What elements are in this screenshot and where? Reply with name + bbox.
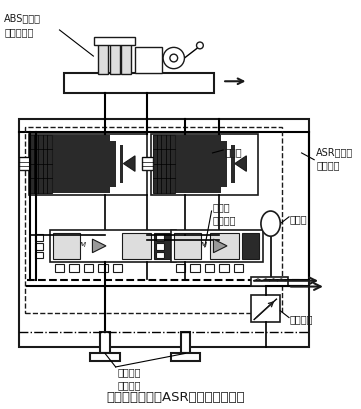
Bar bbox=[100, 332, 110, 353]
Bar bbox=[35, 243, 43, 250]
Bar bbox=[210, 234, 239, 260]
Bar bbox=[50, 231, 176, 263]
Polygon shape bbox=[123, 157, 135, 172]
Bar bbox=[84, 265, 93, 272]
Text: M: M bbox=[201, 241, 207, 247]
Bar bbox=[221, 136, 256, 193]
Bar bbox=[64, 73, 214, 94]
Bar bbox=[251, 277, 288, 286]
Bar bbox=[155, 234, 172, 260]
Circle shape bbox=[170, 55, 178, 63]
Bar bbox=[119, 146, 123, 184]
Bar bbox=[94, 38, 135, 46]
Bar bbox=[98, 45, 108, 74]
Bar bbox=[30, 136, 145, 193]
Bar bbox=[35, 235, 43, 241]
Bar bbox=[152, 134, 258, 195]
Text: ASR制动压
力调节器: ASR制动压 力调节器 bbox=[316, 147, 353, 170]
Text: 三位三
通电磁阀: 三位三 通电磁阀 bbox=[213, 202, 236, 225]
Polygon shape bbox=[213, 240, 227, 253]
Bar bbox=[135, 48, 162, 73]
Bar bbox=[121, 45, 131, 74]
Bar bbox=[113, 265, 122, 272]
Text: ABS制动力
压力调节器: ABS制动力 压力调节器 bbox=[4, 13, 41, 37]
Bar bbox=[153, 136, 256, 193]
Bar bbox=[242, 234, 259, 260]
Bar bbox=[156, 235, 164, 241]
Bar bbox=[110, 142, 116, 187]
Bar bbox=[156, 252, 164, 259]
Bar bbox=[231, 146, 235, 184]
Bar bbox=[251, 296, 280, 323]
Bar bbox=[190, 265, 200, 272]
Bar bbox=[205, 265, 214, 272]
Bar bbox=[142, 157, 153, 171]
Bar bbox=[176, 265, 186, 272]
Bar bbox=[29, 134, 147, 195]
Text: 蓄压器: 蓄压器 bbox=[290, 213, 308, 223]
Bar bbox=[234, 265, 243, 272]
Bar bbox=[221, 142, 227, 187]
Bar bbox=[25, 128, 282, 313]
Ellipse shape bbox=[261, 211, 280, 237]
Bar bbox=[171, 353, 200, 361]
Bar bbox=[156, 243, 164, 250]
Bar bbox=[219, 265, 229, 272]
Polygon shape bbox=[235, 157, 247, 172]
Bar bbox=[19, 120, 309, 347]
Text: 变容调压原理的ASR制动压力调节器: 变容调压原理的ASR制动压力调节器 bbox=[106, 390, 245, 403]
Bar bbox=[98, 265, 108, 272]
Bar bbox=[19, 157, 30, 171]
Bar bbox=[153, 136, 175, 193]
Bar bbox=[171, 231, 263, 263]
Circle shape bbox=[163, 48, 184, 70]
Bar bbox=[53, 234, 80, 260]
Bar bbox=[110, 45, 119, 74]
Text: M: M bbox=[80, 241, 86, 247]
Text: 调压缸: 调压缸 bbox=[224, 147, 242, 157]
Bar bbox=[174, 234, 201, 260]
Bar bbox=[91, 353, 119, 361]
Bar bbox=[55, 265, 64, 272]
Polygon shape bbox=[92, 240, 106, 253]
Bar bbox=[110, 136, 145, 193]
Bar bbox=[122, 234, 152, 260]
Text: 驱动车轮
制动轮缸: 驱动车轮 制动轮缸 bbox=[118, 366, 141, 389]
Bar bbox=[35, 252, 43, 259]
Text: 压力开关: 压力开关 bbox=[290, 313, 313, 323]
Bar bbox=[69, 265, 79, 272]
Bar bbox=[180, 332, 190, 353]
Bar bbox=[30, 136, 52, 193]
